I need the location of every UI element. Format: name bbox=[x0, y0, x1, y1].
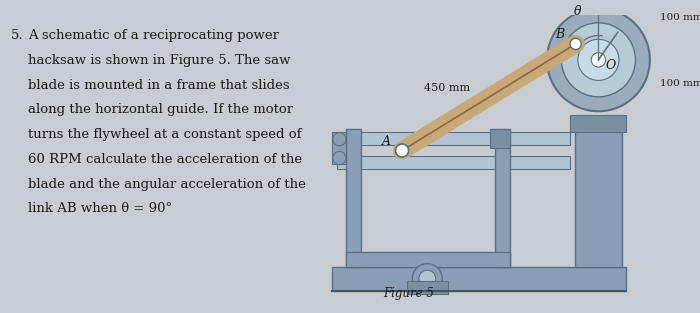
Circle shape bbox=[570, 38, 581, 49]
Circle shape bbox=[561, 23, 636, 97]
Bar bbox=[490, 129, 510, 148]
Text: 100 mm: 100 mm bbox=[660, 13, 700, 22]
Bar bbox=[570, 115, 626, 132]
Text: hacksaw is shown in Figure 5. The saw: hacksaw is shown in Figure 5. The saw bbox=[28, 54, 290, 67]
Bar bbox=[346, 253, 510, 267]
Text: 60 RPM calculate the acceleration of the: 60 RPM calculate the acceleration of the bbox=[28, 153, 302, 166]
Text: A: A bbox=[382, 135, 391, 148]
Text: B: B bbox=[555, 28, 564, 41]
Bar bbox=[337, 156, 570, 169]
Bar bbox=[575, 122, 622, 267]
Text: θ: θ bbox=[574, 5, 582, 18]
Text: blade is mounted in a frame that slides: blade is mounted in a frame that slides bbox=[28, 79, 290, 91]
Text: Figure 5: Figure 5 bbox=[384, 287, 434, 300]
Bar bbox=[332, 267, 626, 291]
Text: 5.: 5. bbox=[11, 29, 24, 42]
Text: turns the flywheel at a constant speed of: turns the flywheel at a constant speed o… bbox=[28, 128, 302, 141]
Text: along the horizontal guide. If the motor: along the horizontal guide. If the motor bbox=[28, 103, 293, 116]
Bar bbox=[346, 129, 361, 267]
Circle shape bbox=[547, 8, 650, 111]
Circle shape bbox=[333, 151, 346, 165]
Bar bbox=[407, 280, 448, 294]
Bar bbox=[495, 129, 510, 267]
Bar bbox=[332, 132, 351, 164]
Text: link AB when θ = 90°: link AB when θ = 90° bbox=[28, 203, 172, 215]
Circle shape bbox=[395, 144, 409, 157]
Circle shape bbox=[412, 264, 442, 294]
Circle shape bbox=[333, 133, 346, 146]
Text: blade and the angular acceleration of the: blade and the angular acceleration of th… bbox=[28, 178, 306, 191]
Text: O: O bbox=[606, 59, 616, 72]
Bar bbox=[337, 132, 570, 145]
Text: 450 mm: 450 mm bbox=[424, 83, 470, 93]
Text: 100 mm: 100 mm bbox=[660, 79, 700, 88]
Text: A schematic of a reciprocating power: A schematic of a reciprocating power bbox=[28, 29, 279, 42]
Circle shape bbox=[578, 39, 619, 80]
Circle shape bbox=[419, 270, 435, 287]
Circle shape bbox=[592, 53, 606, 67]
